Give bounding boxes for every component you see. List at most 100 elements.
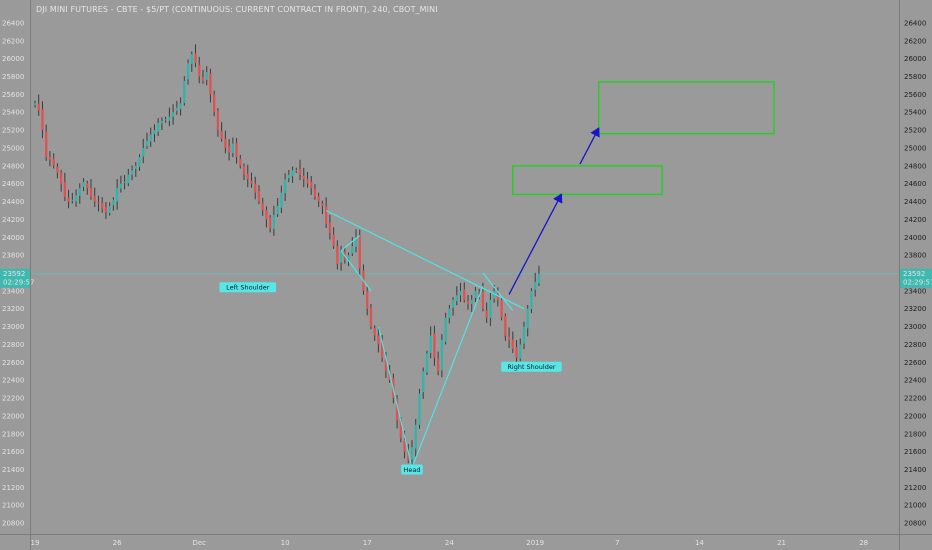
candle-body	[347, 255, 350, 260]
candle-body	[317, 196, 320, 202]
y-tick-right: 25200	[904, 127, 926, 135]
y-tick-right: 24400	[904, 198, 926, 206]
y-tick-left: 22600	[2, 359, 24, 367]
target-zone-box[interactable]	[512, 165, 663, 196]
y-tick-left: 21200	[2, 484, 24, 492]
candle-body	[56, 166, 59, 173]
candle-body	[224, 138, 227, 148]
y-tick-right: 26200	[904, 37, 926, 45]
candle-body	[213, 94, 216, 113]
projection-arrow[interactable]	[508, 193, 563, 295]
candle-body	[272, 214, 276, 230]
candle-body	[295, 170, 298, 172]
x-tick: 26	[113, 539, 122, 547]
y-tick-right: 25800	[904, 73, 926, 81]
candle-body	[257, 191, 261, 202]
candle-body	[134, 165, 137, 169]
pattern-trendline[interactable]	[482, 272, 514, 311]
candle-body	[145, 140, 149, 147]
candle-body	[474, 290, 477, 299]
candle-body	[59, 172, 63, 184]
annotation-label[interactable]: Right Shoulder	[507, 363, 555, 371]
candle-body	[399, 419, 402, 439]
target-zone-box[interactable]	[597, 81, 775, 135]
price-tag-value: 23592	[903, 270, 925, 278]
candle-body	[414, 424, 417, 449]
annotation-label-bg	[219, 282, 277, 293]
candle-body	[380, 343, 384, 358]
candle-body	[302, 175, 305, 180]
candle-body	[119, 183, 123, 189]
x-tick: 24	[445, 539, 454, 547]
candle-body	[481, 291, 485, 309]
candle-body	[160, 121, 164, 124]
y-tick-left: 22400	[2, 377, 24, 385]
annotation-label-bg	[501, 361, 562, 372]
price-tag-value: 23592	[3, 270, 25, 278]
candle-body	[52, 158, 55, 166]
candle-body	[366, 291, 369, 309]
candle-body	[78, 188, 81, 196]
candle-body	[354, 237, 358, 247]
candle-body	[489, 299, 492, 319]
y-tick-left: 26200	[2, 37, 24, 45]
pattern-trendline[interactable]	[377, 326, 413, 468]
y-tick-right: 24800	[904, 162, 926, 170]
candle-body	[138, 156, 141, 167]
y-tick-right: 26000	[904, 55, 926, 63]
pattern-trendline[interactable]	[411, 286, 484, 468]
candle-body	[280, 192, 283, 208]
pattern-trendline[interactable]	[325, 209, 525, 310]
x-tick: 14	[695, 539, 704, 547]
pattern-trendline[interactable]	[340, 235, 361, 252]
y-tick-right: 21600	[904, 448, 926, 456]
candle-body	[115, 188, 119, 202]
candle-body	[291, 170, 294, 177]
y-tick-left: 23000	[2, 323, 24, 331]
y-tick-left: 24400	[2, 198, 24, 206]
candle-body	[104, 206, 108, 213]
candle-body	[265, 210, 268, 220]
candle-body	[433, 333, 436, 358]
candle-body	[522, 326, 526, 344]
candle-body	[339, 250, 343, 263]
projection-arrow[interactable]	[579, 127, 600, 165]
y-tick-left: 22800	[2, 341, 24, 349]
y-tick-left: 24000	[2, 234, 24, 242]
candle-body	[171, 112, 175, 117]
x-tick: 10	[281, 539, 290, 547]
candle-body	[101, 202, 104, 209]
y-tick-right: 20800	[904, 520, 926, 528]
candle-body	[112, 199, 115, 206]
candle-body	[418, 393, 421, 425]
y-tick-left: 25400	[2, 109, 24, 117]
candle-body	[231, 143, 234, 154]
y-tick-left: 21600	[2, 448, 24, 456]
price-tag-bg	[900, 268, 932, 288]
annotation-label[interactable]: Left Shoulder	[226, 284, 270, 292]
candle-body	[216, 110, 220, 131]
candle-body	[537, 273, 541, 284]
y-tick-right: 23800	[904, 252, 926, 260]
candle-body	[534, 281, 537, 290]
candle-body	[235, 142, 238, 157]
candle-body	[67, 197, 70, 202]
candle-body	[410, 447, 414, 460]
candle-body	[149, 134, 152, 142]
y-tick-left: 25200	[2, 127, 24, 135]
annotation-label[interactable]: Head	[404, 466, 421, 474]
candle-body	[97, 202, 100, 204]
candle-body	[37, 103, 40, 111]
x-tick: 17	[363, 539, 372, 547]
candle-body	[328, 222, 332, 233]
candle-body	[276, 206, 279, 215]
y-tick-left: 21000	[2, 502, 24, 510]
annotation-label-bg	[401, 464, 423, 475]
candle-body	[507, 336, 511, 340]
pattern-trendline[interactable]	[340, 250, 372, 292]
y-tick-left: 23800	[2, 252, 24, 260]
y-tick-right: 21200	[904, 484, 926, 492]
y-tick-right: 22200	[904, 395, 926, 403]
price-tag-bg	[0, 268, 30, 288]
